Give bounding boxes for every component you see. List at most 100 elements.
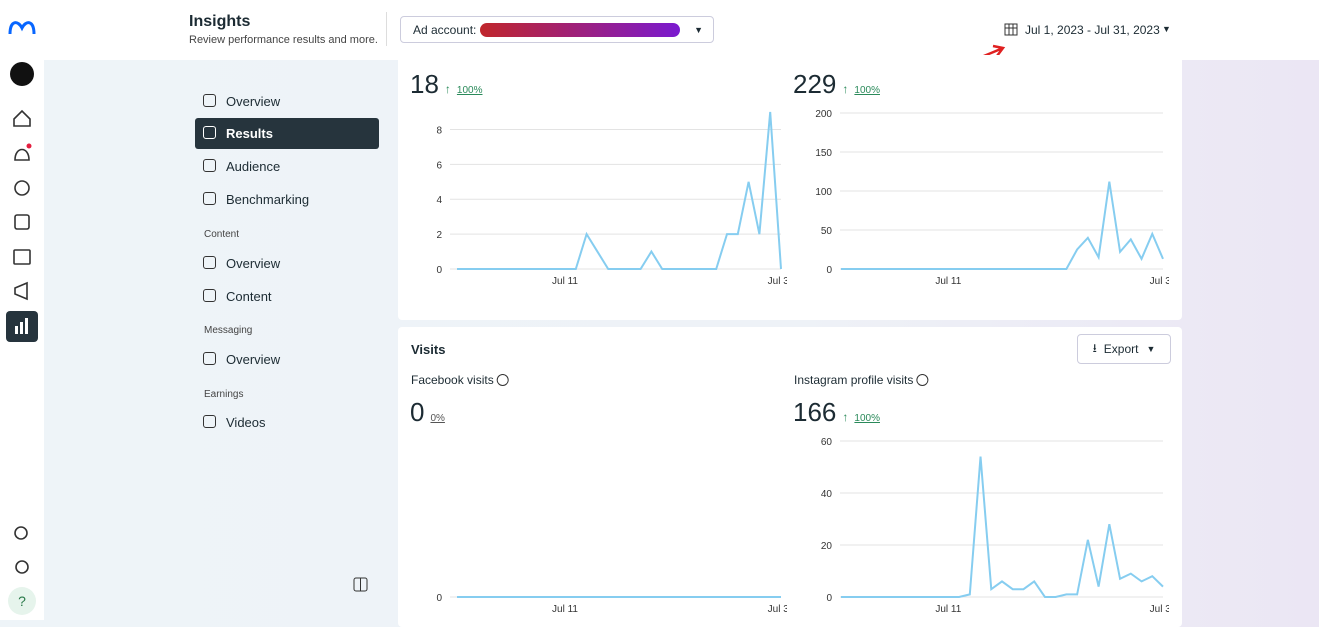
total: 229: [793, 69, 836, 99]
bar-icon: [15, 326, 18, 334]
y-tick-label: 0: [826, 265, 832, 276]
x-tick-label: Jul 31: [768, 604, 795, 615]
export-label: Export: [1103, 342, 1139, 356]
bell-icon[interactable]: [14, 148, 30, 161]
chart: 0 50 100 150 200 Jul 11 Jul 31: [815, 109, 1177, 287]
page-subtitle: Review performance results and more.: [189, 34, 378, 46]
rail-icons: ?: [6, 21, 38, 615]
badge: [26, 143, 32, 149]
total: 0: [410, 397, 424, 427]
nav-item[interactable]: Audience: [195, 151, 379, 182]
x-tick-label: Jul 11: [935, 604, 961, 615]
nav-icon: [203, 352, 216, 365]
collapse-icon[interactable]: [353, 577, 369, 593]
date-range[interactable]: Jul 1, 2023 - Jul 31, 2023: [1025, 23, 1160, 37]
nav-icon: [203, 256, 216, 269]
chart: 0 20 40 60 Jul 11 Jul 31: [821, 437, 1177, 615]
nav-section: Messaging: [204, 325, 253, 336]
account-select[interactable]: Ad account: ▼: [400, 16, 714, 43]
arrow-icon: ↑: [842, 410, 848, 424]
bar-icon: [25, 318, 28, 334]
line: [841, 181, 1164, 270]
info-icon: [496, 374, 509, 386]
chart: 0 2 4 6 8 Jul 11 Jul 31: [436, 111, 795, 287]
y-tick-label: 4: [436, 195, 442, 206]
y-tick-label: 0: [436, 593, 442, 604]
export-button[interactable]: ⭳ Export ▼: [1077, 334, 1171, 364]
nav-item[interactable]: Videos: [195, 407, 379, 438]
change: 0%: [430, 413, 445, 424]
chart-title: Facebook visits: [411, 373, 494, 387]
y-tick-label: 40: [821, 489, 833, 500]
table-icon[interactable]: [13, 249, 31, 265]
visits-title: Visits: [411, 342, 446, 357]
line: [841, 456, 1164, 598]
arrow-icon: ↑: [842, 82, 848, 96]
nav-item[interactable]: Benchmarking: [195, 184, 379, 215]
y-tick-label: 50: [821, 226, 833, 237]
change: 100%: [854, 413, 880, 424]
search-icon[interactable]: [14, 526, 28, 540]
y-tick-label: 0: [436, 265, 442, 276]
settings-icon[interactable]: [15, 560, 29, 574]
x-tick-label: Jul 11: [935, 276, 961, 287]
arrow-icon: ↑: [445, 82, 451, 96]
y-tick-label: 6: [436, 160, 442, 171]
chart: 0 Jul 11 Jul 31: [436, 593, 795, 615]
y-tick-label: 2: [436, 230, 442, 241]
divider: [386, 12, 387, 46]
y-tick-label: 60: [821, 437, 833, 448]
avatar[interactable]: [10, 62, 34, 86]
posts-icon[interactable]: [14, 214, 30, 230]
nav-item[interactable]: Overview: [195, 248, 379, 279]
change: 100%: [457, 85, 483, 96]
chat-icon[interactable]: [14, 180, 30, 196]
results-card: [398, 55, 1182, 320]
line: [457, 111, 782, 270]
nav-icon: [203, 94, 216, 107]
page-title: Insights: [189, 13, 251, 30]
visits-card: Visits ⭳ Export ▼: [398, 327, 1182, 627]
nav-icon: [203, 126, 216, 139]
home-icon[interactable]: [13, 109, 31, 127]
change: 100%: [854, 85, 880, 96]
x-tick-label: Jul 11: [552, 604, 578, 615]
caret: ▼: [1162, 24, 1171, 34]
download-icon: ⭳: [1092, 340, 1097, 355]
chart-title: Instagram profile visits: [794, 373, 913, 387]
info-icon: [916, 374, 929, 386]
nav-section: Content: [204, 229, 240, 240]
total: 18: [410, 69, 439, 99]
top-bar: Insights Review performance results and …: [44, 0, 1319, 66]
nav-icon: [203, 415, 216, 428]
x-tick-label: Jul 31: [1150, 276, 1177, 287]
y-tick-label: 200: [815, 109, 832, 120]
ads-icon[interactable]: [14, 281, 28, 301]
calendar-icon: [1004, 23, 1018, 36]
help-glyph: ?: [18, 593, 26, 609]
redaction: [480, 22, 681, 37]
account-label: Ad account:: [413, 22, 477, 37]
x-tick-label: Jul 31: [1150, 604, 1177, 615]
nav-item[interactable]: Overview: [195, 344, 379, 375]
y-tick-label: 8: [436, 125, 442, 136]
y-tick-label: 0: [826, 593, 832, 604]
y-tick-label: 100: [815, 187, 832, 198]
bar-icon: [20, 322, 23, 334]
nav-item[interactable]: Overview: [195, 86, 379, 117]
nav-item[interactable]: Content: [195, 281, 379, 312]
help-icon[interactable]: [8, 587, 36, 615]
nav-icon: [203, 159, 216, 172]
x-tick-label: Jul 11: [552, 276, 578, 287]
nav-icon: [203, 289, 216, 302]
y-tick-label: 20: [821, 541, 833, 552]
y-tick-label: 150: [815, 148, 832, 159]
icon-rail: ?: [0, 0, 44, 620]
nav-icon: [203, 192, 216, 205]
caret: ▼: [694, 24, 703, 35]
nav-section: Earnings: [204, 389, 244, 400]
nav-item[interactable]: Results: [195, 118, 379, 149]
meta-logo: [8, 21, 36, 35]
x-tick-label: Jul 31: [768, 276, 795, 287]
